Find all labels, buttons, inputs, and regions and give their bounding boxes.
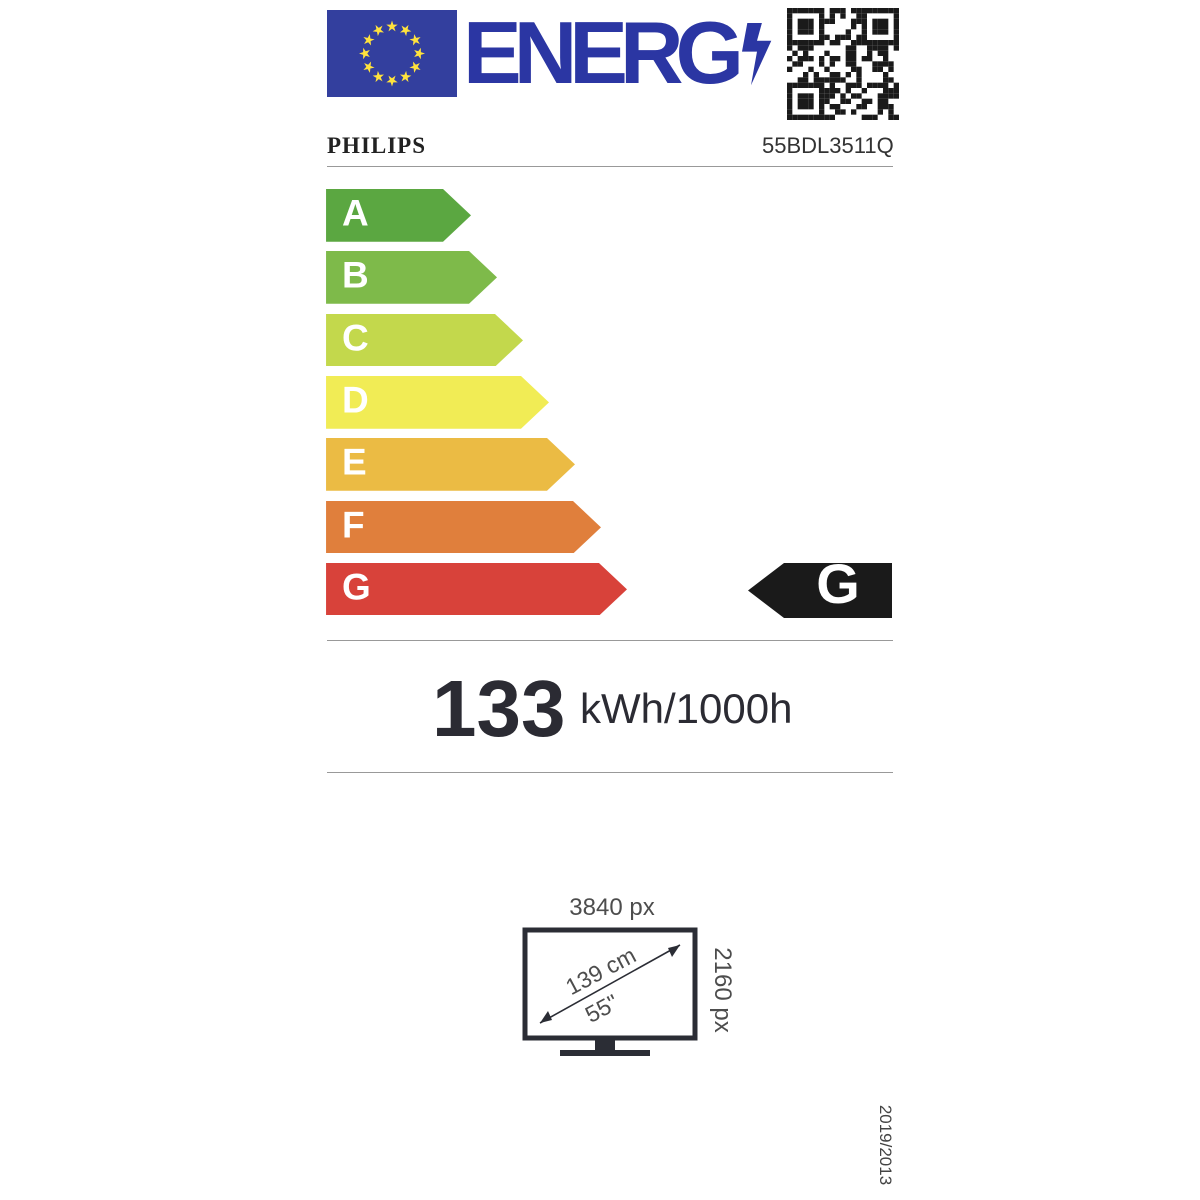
svg-text:G: G [342, 566, 371, 607]
svg-text:2160 px: 2160 px [709, 947, 736, 1032]
svg-text:2019/2013: 2019/2013 [876, 1105, 895, 1185]
svg-text:B: B [342, 255, 369, 296]
svg-text:D: D [342, 379, 369, 420]
svg-text:55": 55" [581, 989, 623, 1028]
svg-text:3840 px: 3840 px [569, 895, 654, 921]
svg-text:G: G [816, 562, 860, 615]
svg-text:139 cm: 139 cm [561, 942, 640, 1000]
svg-text:A: A [342, 192, 369, 233]
svg-text:E: E [342, 442, 367, 483]
svg-text:F: F [342, 504, 365, 545]
svg-text:C: C [342, 317, 369, 358]
